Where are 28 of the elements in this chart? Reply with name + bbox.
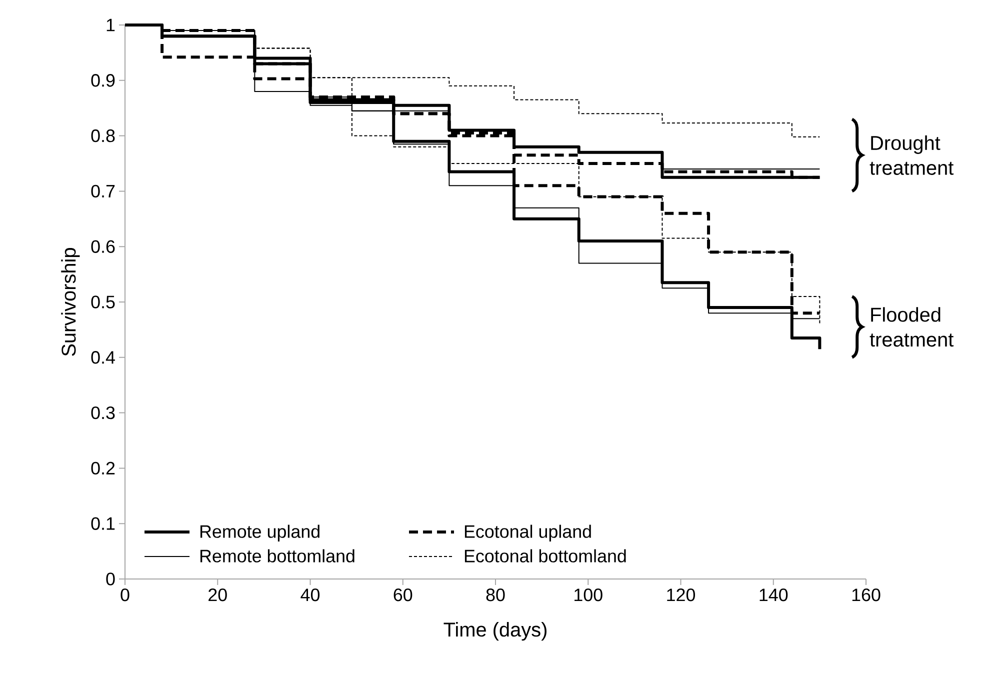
x-tick-label: 100 <box>574 588 602 602</box>
y-tick-label: 0.6 <box>91 240 115 253</box>
x-axis-title: Time (days) <box>444 622 546 641</box>
y-axis-title: Survivorship <box>61 248 80 356</box>
y-tick-label: 0.7 <box>91 184 115 198</box>
x-tick-label: 120 <box>667 588 696 602</box>
x-tick-label: 160 <box>852 588 880 602</box>
x-tick-label: 20 <box>208 588 227 602</box>
text: Drought treatment <box>870 135 954 175</box>
legend-label: Ecotonal upland <box>464 524 591 542</box>
y-tick-label: 0.9 <box>91 74 115 87</box>
y-tick-label: 0 <box>106 572 115 586</box>
y-tick-label: 0.4 <box>91 351 115 364</box>
legend-label: Remote upland <box>200 524 320 542</box>
y-tick-label: 0.8 <box>91 129 115 142</box>
x-tick-label: 40 <box>300 588 320 602</box>
y-tick-label: 0.1 <box>91 517 115 530</box>
x-tick-label: 140 <box>760 588 788 602</box>
x-tick-label: 0 <box>120 588 130 602</box>
y-tick-label: 0.3 <box>91 406 115 420</box>
x-tick-label: 60 <box>394 588 412 602</box>
y-tick-label: 1 <box>106 18 115 32</box>
legend-label: Ecotonal bottomland <box>464 549 626 562</box>
legend-label: Remote bottomland <box>200 549 354 562</box>
y-tick-label: 0.2 <box>91 462 115 475</box>
text: Flooded treatment <box>870 307 954 347</box>
x-tick-label: 80 <box>486 588 505 602</box>
y-tick-label: 0.5 <box>91 296 115 308</box>
